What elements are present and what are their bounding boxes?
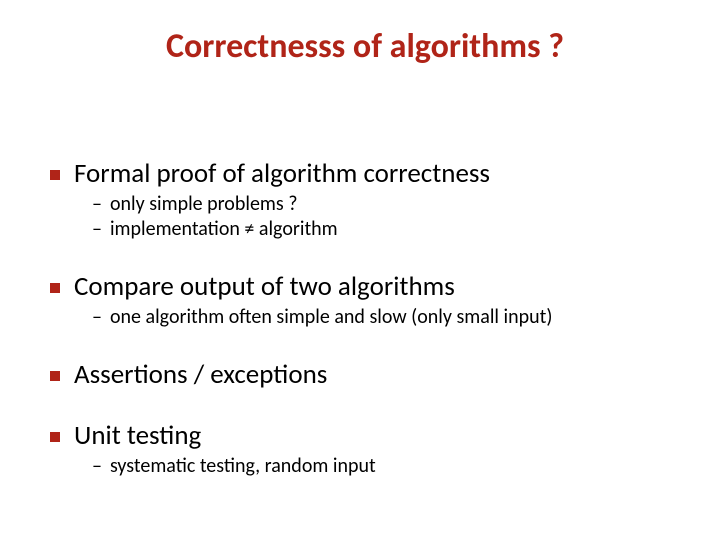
main-item: Unit testing–systematic testing, random … xyxy=(50,419,680,479)
main-item: Formal proof of algorithm correctness–on… xyxy=(50,157,680,242)
sub-list: –systematic testing, random input xyxy=(92,454,680,479)
dash-bullet-icon: – xyxy=(92,217,102,242)
square-bullet-icon xyxy=(50,371,60,381)
dash-bullet-icon: – xyxy=(92,454,102,479)
sub-item-text: only simple problems ? xyxy=(110,192,298,217)
slide-title: Correctnesss of algorithms ? xyxy=(50,26,680,67)
main-item-text: Compare output of two algorithms xyxy=(74,270,455,303)
main-item-text: Formal proof of algorithm correctness xyxy=(74,157,490,190)
main-item-row: Formal proof of algorithm correctness xyxy=(50,157,680,190)
main-item-row: Compare output of two algorithms xyxy=(50,270,680,303)
square-bullet-icon xyxy=(50,170,60,180)
square-bullet-icon xyxy=(50,283,60,293)
main-item: Assertions / exceptions xyxy=(50,358,680,391)
sub-item-text: one algorithm often simple and slow (onl… xyxy=(110,305,552,330)
sub-item: –implementation ≠ algorithm xyxy=(92,217,680,242)
main-item-row: Unit testing xyxy=(50,419,680,452)
sub-item: –only simple problems ? xyxy=(92,192,680,217)
dash-bullet-icon: – xyxy=(92,305,102,330)
dash-bullet-icon: – xyxy=(92,192,102,217)
main-bullet-list: Formal proof of algorithm correctness–on… xyxy=(50,157,680,479)
sub-item: –systematic testing, random input xyxy=(92,454,680,479)
sub-item-text: systematic testing, random input xyxy=(110,454,376,479)
sub-list: –only simple problems ?–implementation ≠… xyxy=(92,192,680,242)
main-item-row: Assertions / exceptions xyxy=(50,358,680,391)
sub-list: –one algorithm often simple and slow (on… xyxy=(92,305,680,330)
main-item-text: Assertions / exceptions xyxy=(74,358,327,391)
main-item: Compare output of two algorithms–one alg… xyxy=(50,270,680,330)
slide: Correctnesss of algorithms ? Formal proo… xyxy=(0,0,720,540)
sub-item: –one algorithm often simple and slow (on… xyxy=(92,305,680,330)
sub-item-text: implementation ≠ algorithm xyxy=(110,217,338,242)
main-item-text: Unit testing xyxy=(74,419,201,452)
square-bullet-icon xyxy=(50,432,60,442)
